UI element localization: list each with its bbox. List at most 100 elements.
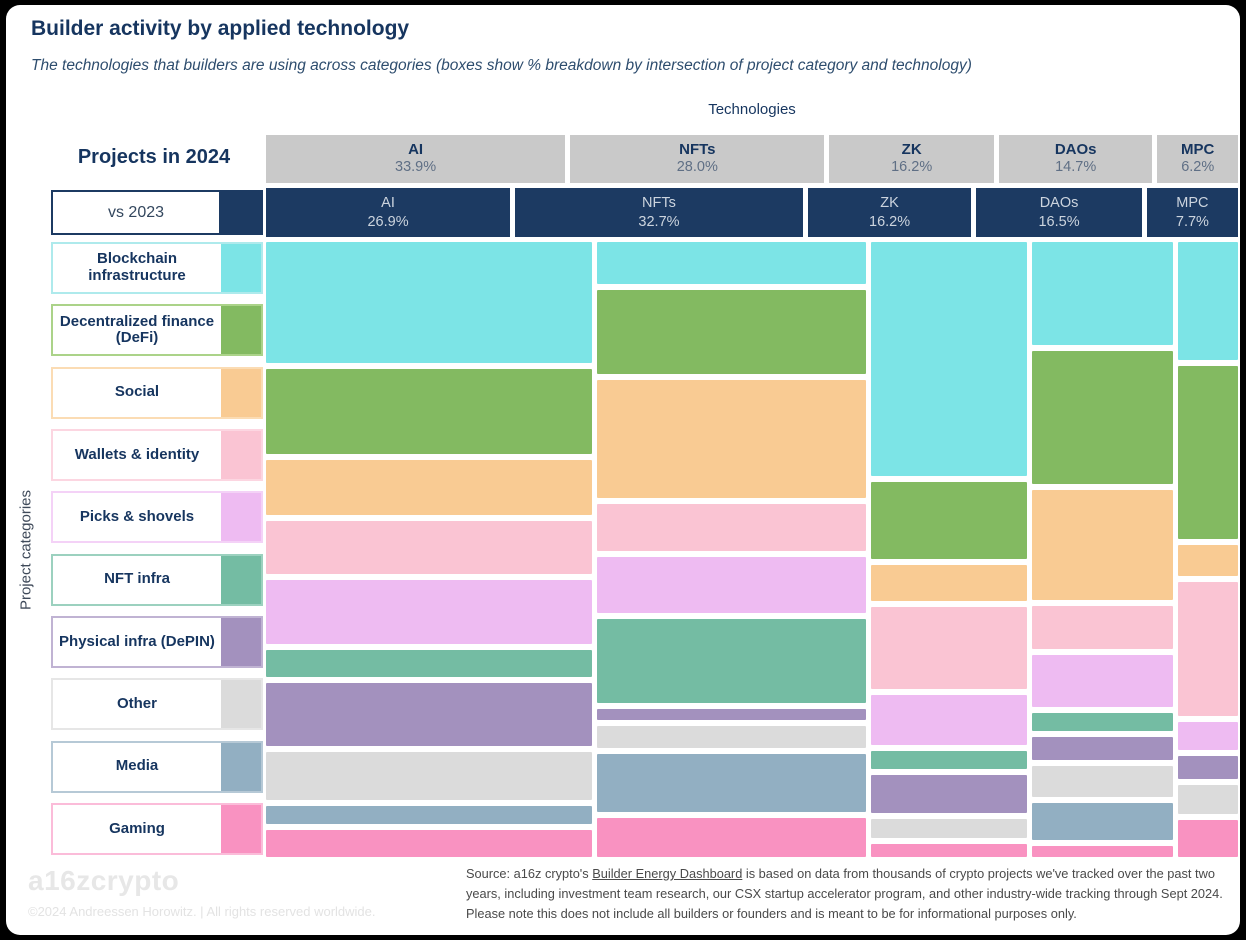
mosaic-cell-daos-other [1032,766,1174,797]
legend-label-defi: Decentralized finance (DeFi) [59,312,215,347]
tech-2023-header-zk: ZK 16.2% [807,188,972,237]
page-title: Builder activity by applied technology [31,17,410,40]
tech-2024-header-mpc: MPC 6.2% [1157,135,1238,183]
legend-swatch-picks [221,493,261,542]
mosaic-cell-zk-picks [871,695,1028,746]
builder-energy-dashboard-link[interactable]: Builder Energy Dashboard [592,866,743,881]
mosaic-cell-zk-depin [871,775,1028,813]
legend-label-picks: Picks & shovels [79,507,195,525]
mosaic-cell-mpc-gaming [1178,820,1238,857]
mosaic-cell-zk-nftinfra [871,751,1028,770]
legend-label-gaming: Gaming [109,819,165,837]
vs-2023-color-swatch [219,192,261,233]
tech-2024-name-daos: DAOs [1054,141,1097,158]
mosaic-column-mpc [1178,242,1238,857]
mosaic-cell-ai-other [266,751,592,800]
tech-2024-pct-mpc: 6.2% [1181,159,1215,176]
mosaic-cell-nfts-nftinfra [596,618,867,703]
tech-2024-header-nfts: NFTs 28.0% [570,135,825,183]
chart-canvas: Builder activity by applied technology T… [6,5,1240,935]
mosaic-cell-daos-depin [1032,736,1174,761]
mosaic-cell-ai-blockchain [266,242,592,364]
tech-2024-name-ai: AI [408,141,424,158]
source-note-prefix: Source: a16z crypto's [466,866,593,881]
tech-2023-pct-daos: 16.5% [1038,213,1080,230]
tech-2024-header-daos: DAOs 14.7% [998,135,1153,183]
source-note: Source: a16z crypto's Builder Energy Das… [466,864,1240,923]
tech-2023-pct-mpc: 7.7% [1175,213,1209,230]
mosaic-cell-nfts-gaming [596,818,867,857]
legend-item-wallets: Wallets & identity [51,428,263,481]
mosaic-cell-ai-nftinfra [266,650,592,678]
tech-2023-name-daos: DAOs [1039,194,1079,211]
mosaic-cell-zk-social [871,565,1028,601]
legend-item-depin: Physical infra (DePIN) [51,615,263,668]
legend-label-social: Social [114,383,160,401]
mosaic-cell-daos-gaming [1032,846,1174,858]
legend-item-media: Media [51,740,263,793]
legend-label-media: Media [115,757,159,775]
chart-subtitle: The technologies that builders are using… [31,57,972,74]
mosaic-column-ai [266,242,592,857]
tech-2023-name-ai: AI [381,194,395,211]
legend-item-gaming: Gaming [51,802,263,855]
technologies-axis-label: Technologies [708,101,796,118]
mosaic-column-daos [1032,242,1174,858]
legend-label-other: Other [116,694,157,712]
mosaic-cell-mpc-blockchain [1178,242,1238,361]
mosaic-cell-zk-blockchain [871,242,1028,476]
mosaic-cell-ai-social [266,460,592,515]
mosaic-cell-daos-picks [1032,654,1174,708]
mosaic-grid [266,242,1238,858]
mosaic-cell-daos-defi [1032,351,1174,484]
tech-2023-pct-nfts: 32.7% [638,213,680,230]
mosaic-cell-nfts-social [596,380,867,498]
legend-item-nftinfra: NFT infra [51,553,263,606]
tech-2023-pct-ai: 26.9% [367,213,409,230]
mosaic-cell-daos-media [1032,802,1174,841]
mosaic-cell-nfts-depin [596,708,867,721]
mosaic-cell-daos-nftinfra [1032,713,1174,731]
source-note-suffix: is based on data from thousands of crypt… [466,866,1223,921]
tech-2024-header-ai: AI 33.9% [266,135,566,183]
mosaic-cell-ai-picks [266,579,592,645]
mosaic-cell-daos-blockchain [1032,242,1174,346]
mosaic-cell-zk-other [871,818,1028,839]
mosaic-cell-zk-gaming [871,844,1028,857]
legend-swatch-depin [221,617,261,666]
legend-swatch-social [221,368,261,417]
category-legend: Blockchain infrastructure Decentralized f… [51,242,263,855]
tech-2023-name-zk: ZK [880,194,899,211]
legend-item-picks: Picks & shovels [51,491,263,544]
technology-header-row-2024: AI 33.9% NFTs 28.0% ZK 16.2% DAOs 14.7% MPC 6.2% [266,135,1238,183]
tech-2024-pct-nfts: 28.0% [676,159,718,176]
mosaic-column-zk [871,242,1028,857]
tech-2024-pct-zk: 16.2% [891,159,933,176]
legend-swatch-blockchain [221,244,261,292]
tech-2024-pct-daos: 14.7% [1055,159,1097,176]
legend-swatch-other [221,680,261,729]
legend-item-other: Other [51,678,263,731]
vs-2023-label: vs 2023 [107,203,165,221]
mosaic-cell-mpc-wallets [1178,581,1238,717]
tech-2024-name-mpc: MPC [1181,141,1215,158]
project-categories-axis-label: Project categories [17,489,35,611]
legend-label-nftinfra: NFT infra [104,570,170,588]
legend-swatch-media [221,742,261,791]
legend-swatch-gaming [221,804,261,853]
mosaic-cell-mpc-social [1178,545,1238,576]
tech-2023-header-nfts: NFTs 32.7% [515,188,803,237]
mosaic-cell-zk-defi [871,481,1028,560]
mosaic-cell-nfts-other [596,726,867,749]
legend-label-depin: Physical infra (DePIN) [59,632,215,650]
tech-2023-pct-zk: 16.2% [869,213,911,230]
mosaic-cell-daos-wallets [1032,605,1174,649]
mosaic-cell-daos-social [1032,489,1174,600]
copyright-text: ©2024 Andreessen Horowitz. | All rights … [28,904,376,919]
mosaic-cell-ai-gaming [266,830,592,857]
legend-swatch-wallets [221,430,261,479]
legend-label-wallets: Wallets & identity [74,445,200,463]
a16z-crypto-logo: a16zcrypto [28,865,180,896]
mosaic-cell-nfts-media [596,754,867,813]
tech-2024-name-zk: ZK [901,141,922,158]
